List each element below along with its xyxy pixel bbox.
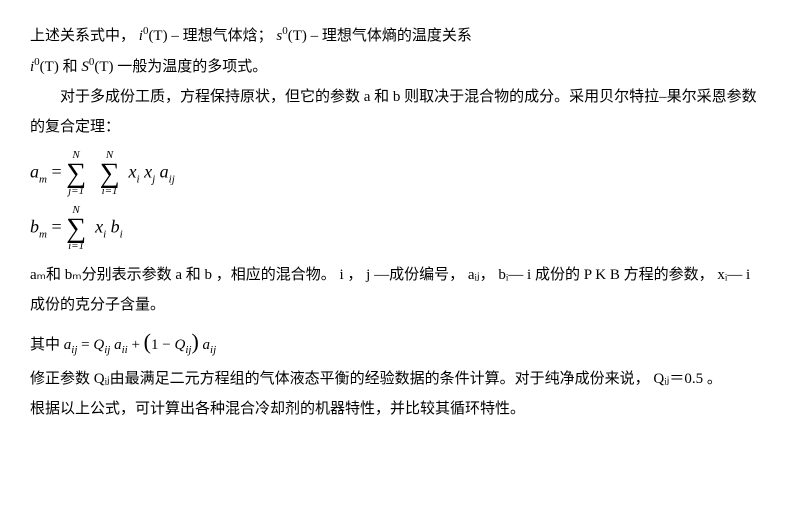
paragraph-1: 上述关系式中， i0(T) – 理想气体焓； s0(T) – 理想气体熵的温度关…: [30, 20, 760, 51]
arg-T: (T): [288, 28, 307, 44]
equation-am: am = N ∑ j=1 N ∑ i=1 xi xj aij: [30, 150, 760, 197]
text: 一般为温度的多项式。: [117, 59, 267, 75]
sum-lower: j=1: [66, 186, 86, 197]
var-a: a: [160, 162, 169, 182]
text: 根据以上公式，可计算出各种混合冷却剂的机器特性，并比较其循环特性。: [30, 401, 525, 417]
text: 上述关系式中，: [30, 28, 135, 44]
sum-lower: i=1: [100, 186, 120, 197]
plus: +: [131, 337, 143, 353]
one: 1: [151, 337, 159, 353]
text: aₘ和 bₘ分别表示参数 a 和 b ，相应的混合物。 i ， j —成份编号，…: [30, 267, 750, 313]
var-b: b: [30, 217, 39, 237]
var-Q: Q: [93, 337, 104, 353]
var-Q: Q: [174, 337, 185, 353]
var-S: S: [81, 59, 89, 75]
minus: −: [159, 337, 175, 353]
sum-i: N ∑ i=1: [66, 205, 86, 252]
sub-m: m: [39, 173, 47, 185]
var-x: x: [95, 217, 103, 237]
var-b: b: [111, 217, 120, 237]
var-a: a: [30, 162, 39, 182]
var-a: a: [203, 337, 211, 353]
sum-lower: i=1: [66, 241, 86, 252]
equals: =: [51, 217, 66, 237]
sum-i: N ∑ i=1: [100, 150, 120, 197]
arg-T: (T): [40, 59, 59, 75]
text: – 理想气体焓；: [171, 28, 272, 44]
paragraph-2: i0(T) 和 S0(T) 一般为温度的多项式。: [30, 51, 760, 82]
sigma-icon: ∑: [66, 161, 86, 186]
sub-ii: ii: [122, 344, 128, 356]
paragraph-5: 修正参数 Qᵢⱼ由最满足二元方程组的气体液态平衡的经验数据的条件计算。对于纯净成…: [30, 364, 760, 394]
sigma-icon: ∑: [100, 161, 120, 186]
var-x: x: [129, 162, 137, 182]
sub-j: j: [152, 173, 155, 185]
sub-i: i: [120, 229, 123, 241]
equals: =: [51, 162, 66, 182]
paragraph-4: aₘ和 bₘ分别表示参数 a 和 b ，相应的混合物。 i ， j —成份编号，…: [30, 260, 760, 320]
equation-bm: bm = N ∑ i=1 xi bi: [30, 205, 760, 252]
text: – 理想气体熵的温度关系: [311, 28, 472, 44]
paragraph-6: 根据以上公式，可计算出各种混合冷却剂的机器特性，并比较其循环特性。: [30, 394, 760, 424]
arg-T: (T): [94, 59, 113, 75]
rparen: ): [191, 329, 198, 354]
var-x: x: [144, 162, 152, 182]
text: 其中: [30, 337, 60, 353]
arg-T: (T): [148, 28, 167, 44]
text: 对于多成份工质，方程保持原状，但它的参数 a 和 b 则取决于混合物的成分。采用…: [30, 89, 757, 135]
paragraph-3: 对于多成份工质，方程保持原状，但它的参数 a 和 b 则取决于混合物的成分。采用…: [30, 82, 760, 142]
equals: =: [81, 337, 93, 353]
text: 修正参数 Qᵢⱼ由最满足二元方程组的气体液态平衡的经验数据的条件计算。对于纯净成…: [30, 371, 722, 387]
var-a: a: [114, 337, 122, 353]
sigma-icon: ∑: [66, 216, 86, 241]
equation-aij: 其中 aij = Qij aii + (1 − Qij) aij: [30, 320, 760, 364]
text: 和: [63, 59, 78, 75]
sub-ij: ij: [104, 344, 110, 356]
sub-ij: ij: [210, 344, 216, 356]
sub-i: i: [103, 229, 106, 241]
sub-ij: ij: [169, 173, 175, 185]
lparen: (: [144, 329, 151, 354]
sub-ij: ij: [71, 344, 77, 356]
sub-m: m: [39, 229, 47, 241]
sub-i: i: [137, 173, 140, 185]
sum-j: N ∑ j=1: [66, 150, 86, 197]
